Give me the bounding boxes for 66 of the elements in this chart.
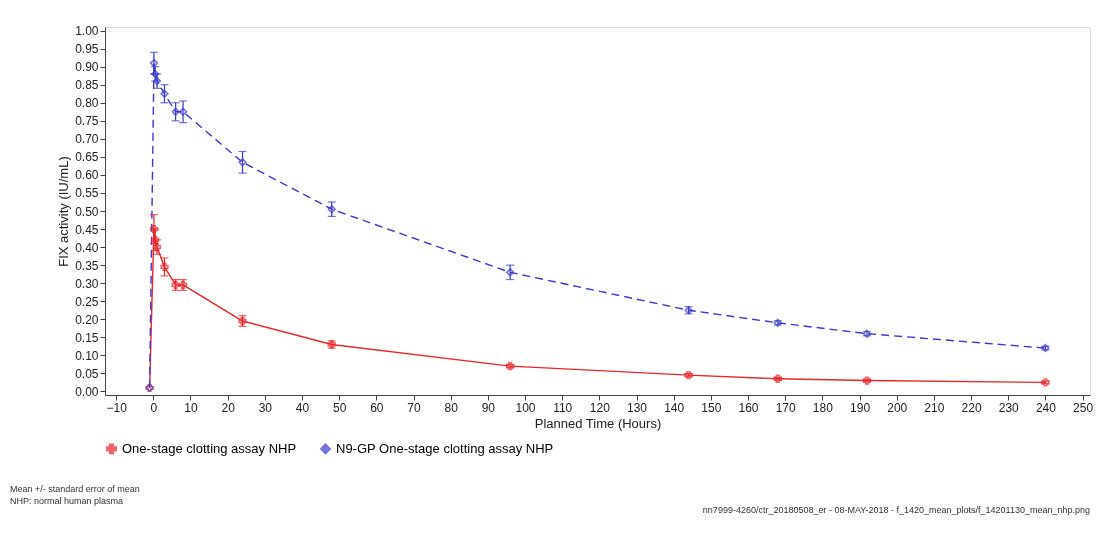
x-tick-label: 190 <box>850 400 871 415</box>
x-tick-label: 50 <box>332 400 347 415</box>
text: NHP: normal human plasma <box>10 496 124 506</box>
y-tick-label: 0.00 <box>75 384 99 399</box>
y-tick-label: 0.75 <box>75 114 99 129</box>
x-tick-label: −10 <box>106 400 128 415</box>
x-tick-label: 40 <box>295 400 310 415</box>
x-tick-label: 60 <box>370 400 384 415</box>
point <box>149 224 159 234</box>
point <box>171 107 180 116</box>
point <box>160 89 169 98</box>
x-tick-label: 240 <box>1035 400 1057 415</box>
x-tick-label: 0 <box>150 400 158 415</box>
point <box>506 268 515 277</box>
y-axis-title: FIX activity (IU/mL) <box>56 156 72 267</box>
y-tick-label: 0.05 <box>75 366 99 381</box>
point <box>178 107 188 116</box>
x-axis-title: Planned Time (Hours) <box>534 415 662 431</box>
x-tick-label: 200 <box>887 400 908 415</box>
y-tick-label: 0.80 <box>75 96 99 111</box>
x-tick-label: 170 <box>775 400 797 415</box>
point <box>151 235 160 245</box>
y-tick-label: 0.10 <box>75 348 99 363</box>
x-tick-label: 30 <box>258 400 273 415</box>
y-tick-label: 0.25 <box>75 294 99 309</box>
y-tick-label: 0.45 <box>75 222 99 237</box>
x-tick-label: 120 <box>589 400 611 415</box>
y-tick-label: 0.15 <box>75 330 99 345</box>
x-tick-label: 70 <box>407 400 421 415</box>
y-tick-label: 0.50 <box>75 204 99 219</box>
x-tick-label: 220 <box>961 400 982 415</box>
point <box>149 58 159 68</box>
y-tick-label: 0.35 <box>75 258 99 273</box>
y-tick-label: 0.65 <box>75 150 99 165</box>
x-tick-label: 160 <box>738 400 759 415</box>
x-tick-label: 180 <box>812 400 834 415</box>
x-tick-label: 90 <box>481 400 496 415</box>
y-tick-label: 0.40 <box>75 240 99 255</box>
x-tick-label: 210 <box>924 400 945 415</box>
x-tick-label: 130 <box>627 400 648 415</box>
point <box>160 262 169 272</box>
x-tick-label: 250 <box>1073 400 1094 415</box>
point <box>151 69 160 79</box>
y-tick-label: 0.85 <box>75 78 99 93</box>
y-tick-label: 0.20 <box>75 312 99 327</box>
x-tick-label: 100 <box>515 400 536 415</box>
y-tick-label: 0.90 <box>75 60 99 75</box>
legend-label: One-stage clotting assay NHP <box>122 440 297 456</box>
x-tick-label: 80 <box>444 400 459 415</box>
legend-label: N9-GP One-stage clotting assay NHP <box>336 440 554 456</box>
text: Mean +/- standard error of mean <box>10 484 140 494</box>
y-tick-label: 0.60 <box>75 168 99 183</box>
y-tick-label: 0.95 <box>75 42 99 57</box>
text: nn7999-4260/ctr_20180508_er - 08-MAY-2018 - f_1420_mean_plots/f_14201130_mean_nhp.png <box>702 505 1090 515</box>
y-tick-label: 1.00 <box>75 24 99 39</box>
y-tick-label: 0.30 <box>75 276 99 291</box>
x-tick-label: 10 <box>184 400 198 415</box>
point <box>238 158 247 167</box>
x-tick-label: 230 <box>998 400 1020 415</box>
y-tick-label: 0.55 <box>75 186 99 201</box>
x-tick-label: 110 <box>553 400 573 415</box>
point <box>327 205 336 214</box>
y-tick-label: 0.70 <box>75 132 99 147</box>
x-tick-label: 140 <box>664 400 685 415</box>
x-tick-label: 150 <box>701 400 722 415</box>
x-tick-label: 20 <box>221 400 236 415</box>
